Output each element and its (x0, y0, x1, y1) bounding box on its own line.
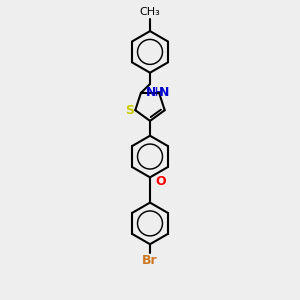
Text: N: N (146, 86, 157, 99)
Text: O: O (155, 175, 166, 188)
Text: CH₃: CH₃ (140, 7, 160, 17)
Text: S: S (125, 104, 134, 117)
Text: N: N (159, 86, 170, 99)
Text: Br: Br (142, 254, 158, 267)
Text: H: H (155, 86, 164, 99)
